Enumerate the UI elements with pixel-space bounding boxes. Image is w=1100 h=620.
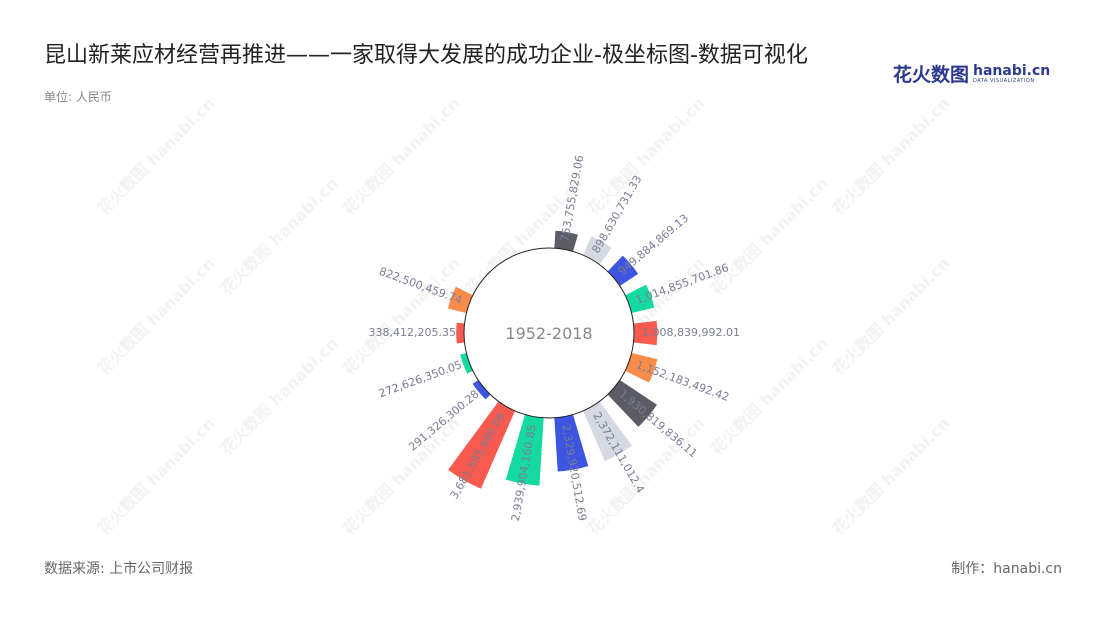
value-label-1: 753,755,829.06: [558, 154, 586, 242]
value-label-4: 1,014,855,701.86: [634, 261, 731, 307]
brand-logo: 花火数图 hanabi.cn DATA VISUALIZATION: [893, 60, 1050, 87]
polar-bar-10: [505, 414, 544, 486]
value-label-3: 949,884,869.13: [616, 212, 691, 278]
value-label-15: 822,500,459.74: [377, 265, 464, 307]
polar-bar-15: [447, 286, 473, 314]
polar-bar-1: [554, 230, 578, 252]
polar-bar-3: [607, 255, 639, 286]
value-label-9: 2,329,920,512.69: [559, 423, 589, 522]
page-title: 昆山新莱应材经营再推进——一家取得大发展的成功企业-极坐标图-数据可视化: [44, 43, 808, 68]
value-label-11: 3,681,595,686.06: [447, 410, 507, 501]
value-label-14: 338,412,205.35: [369, 326, 456, 339]
center-circle: [463, 247, 635, 419]
unit-label: 单位: 人民币: [44, 90, 112, 104]
polar-bar-8: [583, 401, 632, 462]
logo-chinese: 花火数图: [893, 64, 970, 86]
value-label-7: 1,930,819,836.11: [616, 387, 699, 460]
logo-english-block: hanabi.cn DATA VISUALIZATION: [973, 64, 1050, 84]
polar-bar-14: [456, 322, 465, 344]
value-label-5: 1,008,839,992.01: [642, 326, 740, 339]
polar-bar-11: [448, 401, 515, 489]
logo-tagline: DATA VISUALIZATION: [973, 77, 1035, 84]
polar-bar-7: [607, 380, 657, 427]
center-label: 1952-2018: [505, 324, 592, 343]
polar-bar-13: [460, 352, 473, 374]
bars-group: [447, 230, 658, 489]
polar-bar-5: [633, 320, 658, 346]
polar-bar-9: [554, 414, 589, 472]
polar-bar-12: [472, 380, 491, 400]
maker-note: 制作：hanabi.cn: [951, 561, 1062, 577]
polar-bar-6: [625, 352, 658, 383]
value-label-13: 272,626,350.05: [377, 358, 464, 400]
polar-bar-4: [625, 284, 655, 314]
value-label-2: 898,630,731.33: [589, 173, 644, 255]
polar-bar-2: [583, 236, 612, 265]
logo-english: hanabi.cn: [973, 62, 1051, 79]
source-note: 数据来源: 上市公司财报: [44, 561, 194, 577]
